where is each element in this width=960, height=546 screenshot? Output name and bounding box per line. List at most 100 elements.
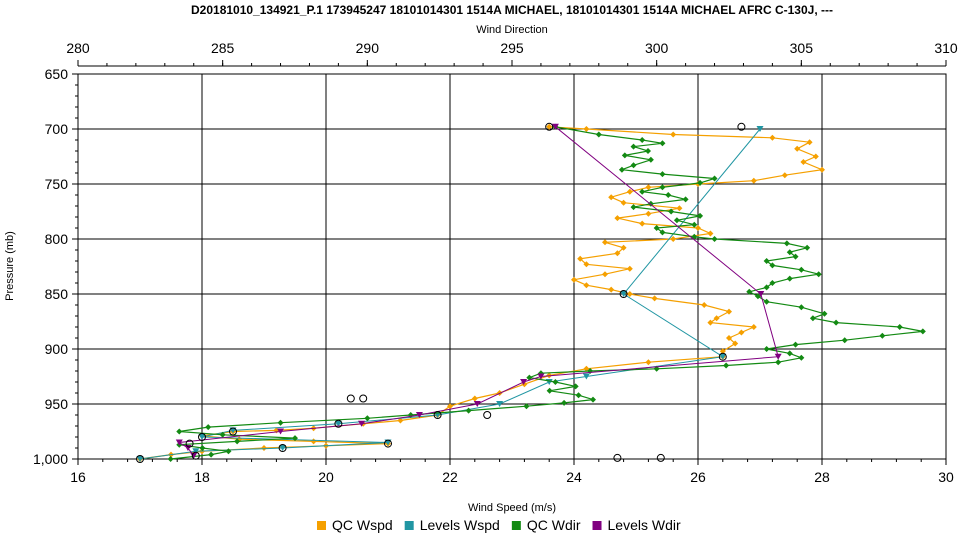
qc-wdir-point <box>630 162 637 169</box>
y-tick-label: 900 <box>45 341 69 357</box>
level-circle-marker <box>737 122 746 131</box>
legend-item-levels-wdir: Levels Wdir <box>592 517 681 533</box>
legend-item-levels-wspd: Levels Wspd <box>404 517 500 533</box>
legend-label: Levels Wspd <box>420 517 500 533</box>
levels-wdir-line <box>177 126 779 457</box>
levels-wspd-point <box>719 353 727 360</box>
qc-wdir-point <box>618 166 625 173</box>
qc-wspd-point <box>583 126 590 132</box>
qc-wspd-point <box>812 153 819 160</box>
y-tick-label: 650 <box>45 66 69 82</box>
qc-wdir-point <box>746 288 753 295</box>
qc-wdir-point <box>167 456 174 462</box>
levels-wspd-point <box>582 373 590 380</box>
levels-wdir-point <box>520 379 528 385</box>
qc-wdir-point <box>639 137 646 143</box>
bottom-tick-label: 30 <box>938 469 954 485</box>
level-circle-marker <box>191 451 200 460</box>
plot-area <box>77 73 947 460</box>
qc-wdir-point <box>659 229 666 236</box>
qc-wdir-point <box>595 131 602 138</box>
y-tick-label: 800 <box>45 231 69 247</box>
y-tick-label: 700 <box>45 121 69 137</box>
qc-wdir-point <box>792 253 799 260</box>
qc-wspd-point <box>583 282 590 289</box>
qc-wspd-point <box>620 244 627 251</box>
qc-wdir-point <box>630 143 637 150</box>
qc-wspd-point <box>602 239 608 246</box>
top-tick-label: 280 <box>66 40 90 56</box>
levels-wspd-point <box>279 445 287 451</box>
levels-wdir-point <box>757 291 765 297</box>
qc-wdir-point <box>665 192 672 198</box>
qc-wdir-point <box>786 249 793 256</box>
qc-wdir-point <box>552 379 559 385</box>
levels-wdir-point <box>537 373 545 380</box>
qc-wdir-point <box>879 332 886 339</box>
qc-wspd-point <box>732 340 739 347</box>
grid <box>77 73 947 460</box>
levels-wspd-point <box>384 439 392 446</box>
levels-wdir-point <box>277 428 285 435</box>
qc-wdir-point <box>804 244 811 251</box>
top-tick-label: 300 <box>645 40 669 56</box>
top-axis-label: Wind Direction <box>476 24 548 36</box>
qc-wspd-point <box>800 159 807 165</box>
level-circle-marker <box>136 455 144 463</box>
qc-wdir-point <box>919 328 926 335</box>
qc-wdir-point <box>754 293 761 300</box>
legend-swatch <box>511 521 521 530</box>
qc-wdir-point <box>219 431 226 438</box>
qc-wdir-point <box>653 225 660 231</box>
qc-wspd-point <box>614 250 621 257</box>
qc-wdir-point <box>647 156 654 163</box>
qc-wdir-point <box>763 284 770 291</box>
qc-wdir-point <box>763 298 770 305</box>
qc-wdir-point <box>763 258 770 264</box>
qc-wspd-point <box>726 308 732 315</box>
bottom-tick-label: 16 <box>70 469 86 485</box>
bottom-tick-label: 20 <box>318 469 334 485</box>
qc-wdir-point <box>711 236 718 242</box>
qc-wspd-point <box>781 172 788 179</box>
levels-wspd-point <box>136 456 144 462</box>
qc-wdir-point <box>691 221 698 228</box>
qc-wdir-point <box>639 188 646 195</box>
bottom-tick-label: 26 <box>690 469 706 485</box>
qc-wspd-point <box>806 139 813 146</box>
top-tick-label: 305 <box>790 40 814 56</box>
qc-wdir-point <box>668 208 675 215</box>
qc-wspd-point <box>726 335 732 341</box>
qc-wspd-point <box>626 188 633 195</box>
level-markers <box>136 122 746 463</box>
level-circle-marker <box>185 439 194 448</box>
qc-wdir-point <box>798 304 805 311</box>
qc-wspd-point <box>571 276 577 283</box>
levels-wspd-point <box>756 126 764 132</box>
level-circle-marker <box>384 439 392 448</box>
level-circle-marker <box>346 394 355 403</box>
levels-wspd-point <box>334 420 342 427</box>
qc-wspd-point <box>676 205 683 212</box>
qc-wspd-point <box>750 177 757 184</box>
bottom-tick-label: 28 <box>814 469 830 485</box>
qc-wspd-point <box>670 236 677 242</box>
qc-wdir-point <box>841 337 848 344</box>
qc-wdir-point <box>292 435 298 442</box>
legend-swatch <box>317 521 326 530</box>
qc-wspd-point <box>620 199 627 206</box>
qc-wspd-point <box>608 286 615 293</box>
qc-wdir-point <box>896 324 903 330</box>
levels-wspd-point <box>198 434 206 440</box>
top-tick-label: 290 <box>356 40 380 56</box>
levels-wspd-point <box>496 401 504 407</box>
y-tick-label: 1,000 <box>33 451 68 467</box>
y-axis-label: Pressure (mb) <box>4 231 16 301</box>
qc-wdir-point <box>225 448 232 455</box>
qc-wdir-series <box>167 123 926 462</box>
level-circle-marker <box>483 411 492 419</box>
qc-wdir-point <box>833 319 840 326</box>
